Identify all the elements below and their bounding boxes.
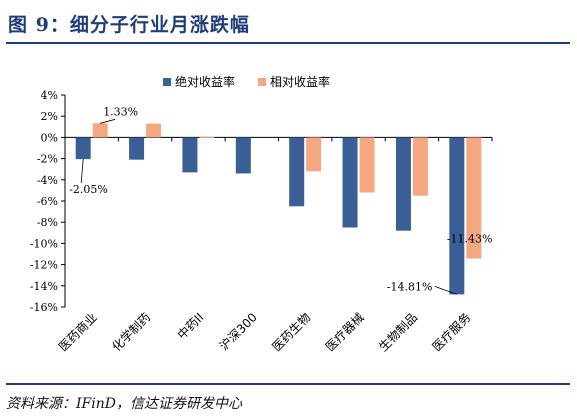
- x-category-label: 沪深300: [217, 310, 260, 353]
- title-divider: [6, 42, 570, 44]
- y-tick-label: -12%: [30, 259, 58, 272]
- data-label-leader: [434, 286, 457, 295]
- bar-absolute: [235, 137, 251, 174]
- bar-relative: [92, 123, 108, 138]
- bar-absolute: [75, 137, 91, 160]
- y-tick-label: -6%: [37, 195, 58, 208]
- bar-absolute: [342, 137, 358, 228]
- bar-absolute: [395, 137, 411, 231]
- bar-relative: [359, 137, 375, 193]
- bar-relative: [199, 136, 215, 138]
- bar-relative: [146, 123, 162, 138]
- bar-relative: [306, 137, 322, 172]
- legend-swatch: [163, 78, 171, 86]
- x-category-label: 中药II: [174, 310, 207, 343]
- legend-swatch: [258, 78, 266, 86]
- bar-absolute: [182, 137, 198, 173]
- y-tick-label: 2%: [41, 110, 58, 123]
- data-label: 1.33%: [103, 105, 138, 118]
- legend-label: 相对收益率: [270, 74, 330, 89]
- bar-relative: [412, 137, 428, 196]
- x-category-label: 医药生物: [269, 310, 313, 354]
- data-label-leader: [100, 118, 116, 124]
- y-tick-label: -4%: [37, 174, 58, 187]
- y-tick-label: -2%: [37, 153, 58, 166]
- bar-absolute: [449, 137, 465, 295]
- bar-absolute: [289, 137, 305, 207]
- bar-relative: [466, 137, 482, 259]
- y-tick-label: 4%: [41, 89, 58, 102]
- x-category-label: 医药商业: [55, 310, 100, 355]
- bar-absolute: [129, 137, 145, 160]
- data-label: -2.05%: [69, 183, 108, 196]
- y-tick-label: -16%: [30, 301, 58, 314]
- x-category-label: 医疗服务: [429, 310, 474, 355]
- y-tick-label: -14%: [30, 280, 58, 293]
- bar-chart: 4% 2% 0% -2% -4% -6% -8% -10% -12% -14% -16%医药商业 化学…: [30, 74, 493, 355]
- y-tick-label: 0%: [41, 131, 58, 144]
- figure-title: 图 9：细分子行业月涨跌幅: [8, 14, 250, 36]
- source-note: 资料来源：IFinD，信达证券研发中心: [6, 396, 242, 412]
- data-label: -14.81%: [387, 280, 433, 293]
- x-category-label: 化学制药: [109, 310, 154, 355]
- y-tick-label: -10%: [30, 237, 58, 250]
- x-category-label: 生物制品: [376, 310, 420, 354]
- source-divider: [6, 383, 570, 385]
- data-label-leader: [80, 159, 84, 184]
- y-tick-label: -8%: [37, 216, 58, 229]
- x-category-label: 医疗器械: [322, 310, 367, 355]
- data-label: -11.43%: [447, 233, 493, 246]
- legend-label: 绝对收益率: [175, 74, 235, 89]
